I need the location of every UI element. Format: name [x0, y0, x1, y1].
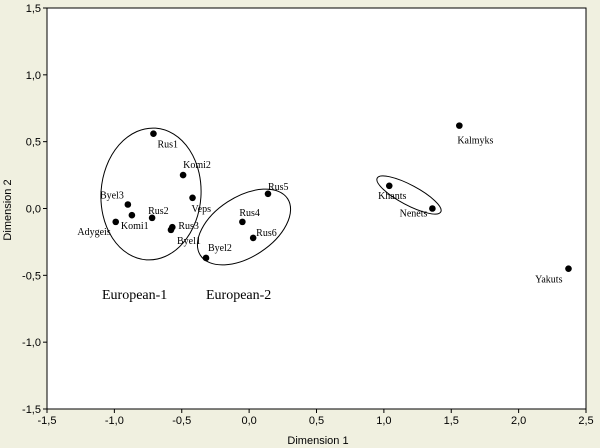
ellipse-european-1 [100, 127, 202, 261]
point-byel1 [167, 226, 175, 234]
point-label-nenets: Nenets [400, 209, 428, 220]
point-byel2 [202, 254, 210, 262]
point-label-rus5: Rus5 [268, 182, 289, 193]
x-tick-label: -1,0 [105, 415, 124, 427]
point-label-kalmyks: Kalmyks [457, 136, 493, 147]
group-label-european-1: European-1 [102, 288, 167, 303]
point-yakuts [565, 265, 572, 272]
x-axis-title: Dimension 1 [287, 435, 348, 447]
x-tick-label: 1,0 [376, 415, 391, 427]
point-nenets [429, 205, 436, 212]
y-tick-label: -0,5 [22, 270, 41, 282]
data-points: Rus1 Komi2 Byel3 Veps Rus2 Adygeis Komi1 Rus3 By… [77, 122, 572, 286]
point-label-komi2: Komi2 [183, 160, 211, 171]
point-label-khants: Khants [378, 191, 406, 202]
point-adygeis [112, 218, 120, 226]
point-kalmyks [456, 122, 463, 129]
x-tick-label: 2,0 [511, 415, 526, 427]
y-tick-label: -1,0 [22, 337, 41, 349]
point-label-rus4: Rus4 [239, 208, 260, 219]
point-rus4 [239, 218, 246, 226]
plot-area [46, 7, 587, 410]
point-label-rus3: Rus3 [178, 221, 199, 232]
point-label-rus1: Rus1 [157, 140, 178, 151]
x-tick-label: 2,5 [578, 415, 593, 427]
y-tick-label: 1,0 [26, 70, 41, 82]
point-komi2 [179, 171, 187, 179]
point-rus5 [264, 190, 272, 198]
point-label-adygeis: Adygeis [77, 227, 110, 238]
point-khants [385, 182, 393, 190]
point-label-rus6: Rus6 [256, 228, 277, 239]
group-labels: European-1 European-2 [102, 288, 271, 303]
point-label-rus2: Rus2 [148, 206, 169, 217]
point-label-byel2: Byel2 [208, 243, 232, 254]
point-label-veps: Veps [192, 204, 212, 215]
y-tick-label: 0,0 [26, 204, 41, 216]
point-label-yakuts: Yakuts [535, 275, 562, 286]
x-tick-label: 0,5 [309, 415, 324, 427]
group-label-european-2: European-2 [206, 288, 271, 303]
y-tick-label: -1,5 [22, 404, 41, 416]
point-label-komi1: Komi1 [121, 221, 149, 232]
x-tick-label: -1,5 [38, 415, 57, 427]
x-axis-ticks: -1,5 -1,0 -0,5 0,0 0,5 1,0 1,5 2,0 2,5 [38, 409, 594, 427]
point-label-byel1: Byel1 [177, 236, 201, 247]
point-veps [189, 194, 196, 202]
cluster-ellipses [100, 127, 442, 266]
ellipse-european-2 [196, 188, 292, 266]
point-byel3 [124, 201, 132, 208]
x-tick-label: 1,5 [444, 415, 459, 427]
point-rus2 [148, 214, 156, 222]
y-tick-label: 1,5 [26, 3, 41, 15]
y-axis-ticks: 1,5 1,0 0,5 0,0 -0,5 -1,0 -1,5 [22, 3, 47, 416]
y-axis-title: Dimension 2 [2, 179, 14, 240]
point-rus1 [150, 130, 157, 137]
x-tick-label: -0,5 [172, 415, 191, 427]
x-tick-label: 0,0 [241, 415, 256, 427]
point-komi1 [128, 211, 136, 219]
point-label-byel3: Byel3 [100, 190, 124, 201]
y-tick-label: 0,5 [26, 137, 41, 149]
point-rus6 [249, 234, 257, 242]
ellipse-khants-nenets [376, 175, 442, 215]
